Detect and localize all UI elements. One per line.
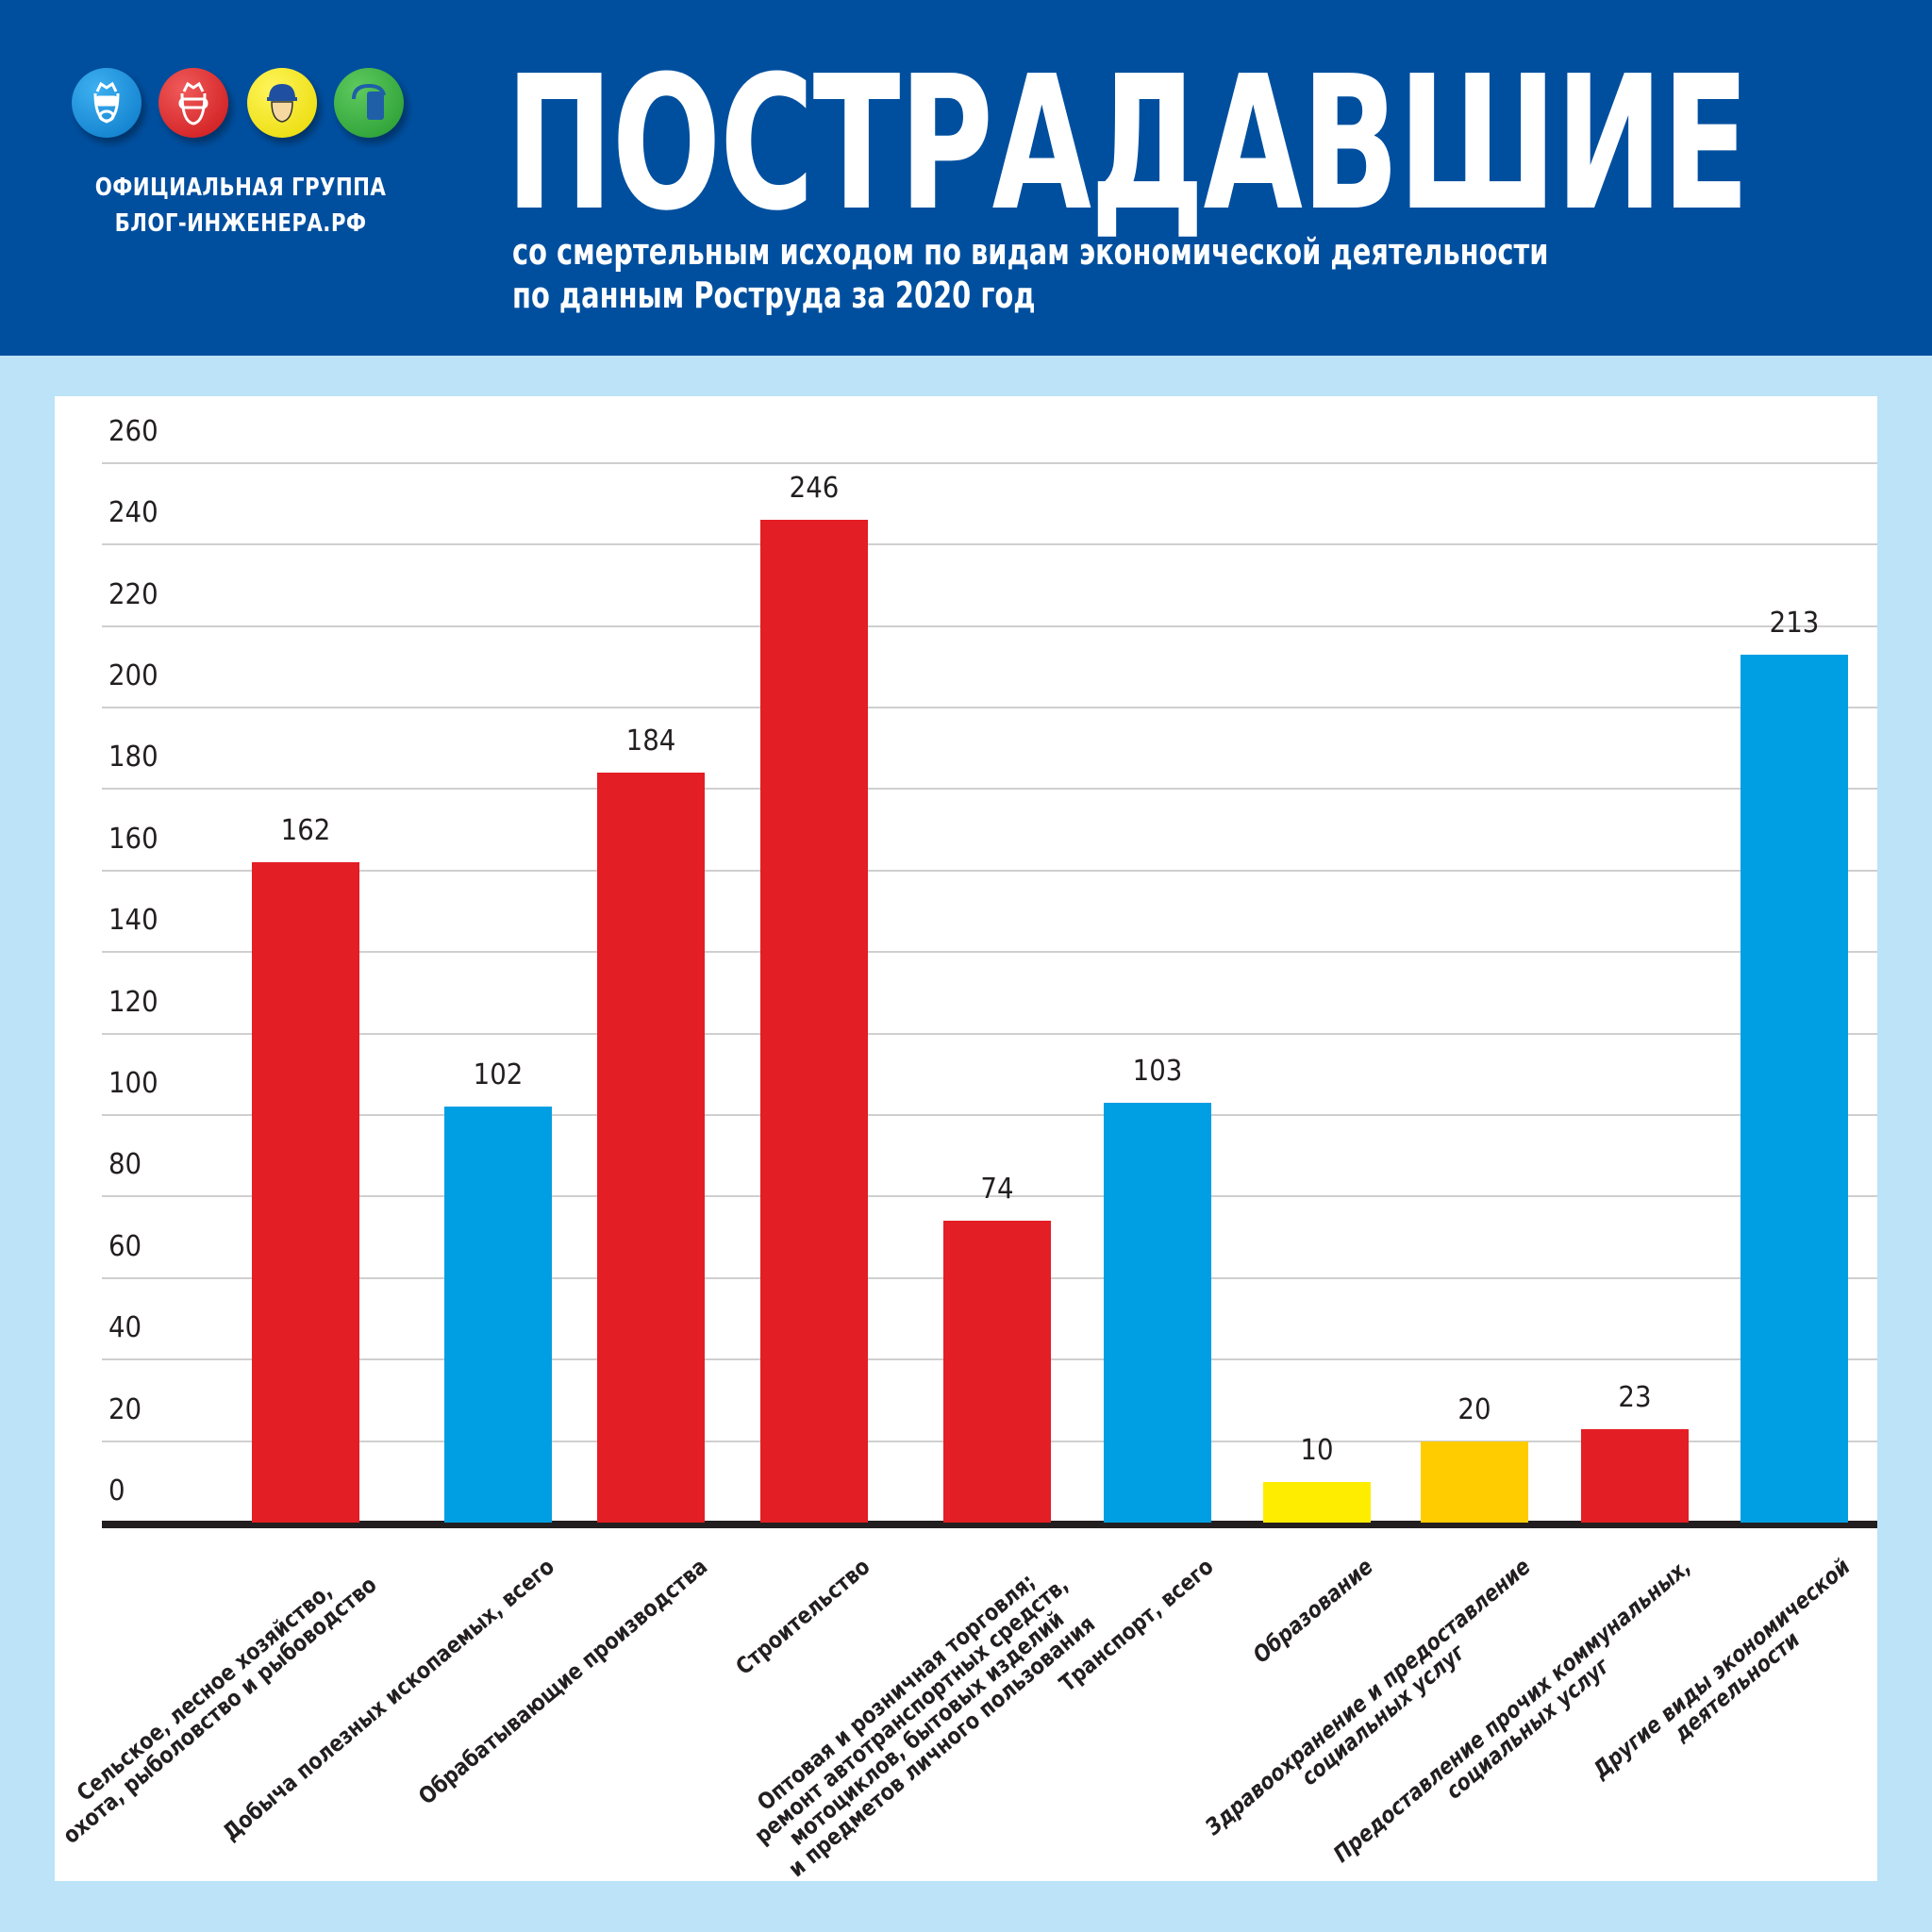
y-tick-label: 240 (108, 496, 158, 530)
org-caption: ОФИЦИАЛЬНАЯ ГРУППА БЛОГ-ИНЖЕНЕРА.РФ (90, 170, 391, 242)
safety-icons-group (72, 68, 411, 140)
gridline (102, 543, 1877, 546)
y-tick-label: 220 (108, 577, 158, 611)
y-tick-label: 200 (108, 659, 158, 692)
x-category-label: Оптовая и розничная торговля; ремонт авт… (749, 1568, 1101, 1883)
x-axis-line (102, 1521, 1877, 1528)
bar (1263, 1481, 1371, 1523)
y-tick-label: 180 (108, 741, 158, 774)
y-tick-label: 260 (108, 414, 158, 448)
x-category-label: Образование (1247, 1553, 1378, 1669)
subtitle-line-1: со смертельным исходом по видам экономич… (512, 231, 1549, 273)
gridline (102, 461, 1877, 464)
y-tick-label: 20 (108, 1392, 142, 1426)
org-line-2: БЛОГ-ИНЖЕНЕРА.РФ (114, 209, 367, 238)
x-category-label: Строительство (730, 1553, 875, 1681)
bar (943, 1221, 1051, 1523)
bar (444, 1107, 552, 1523)
bar (597, 773, 705, 1523)
gridline (102, 869, 1877, 872)
y-tick-label: 160 (108, 822, 158, 856)
hard-hat-icon (247, 68, 317, 138)
bar-value-label: 213 (1769, 606, 1820, 640)
page-subtitle: со смертельным исходом по видам экономич… (512, 230, 1549, 317)
gridline (102, 1032, 1877, 1035)
bar-value-label: 246 (789, 472, 840, 506)
x-category-label: Добыча полезных ископаемых, всего (217, 1553, 559, 1846)
bar (1421, 1441, 1528, 1523)
respirator-goggles-icon (72, 68, 142, 138)
gridline (102, 707, 1877, 708)
bar-value-label: 74 (980, 1173, 1014, 1207)
y-tick-label: 100 (108, 1067, 158, 1100)
gridline (102, 625, 1877, 627)
bar (252, 862, 359, 1523)
y-tick-label: 80 (108, 1148, 142, 1182)
y-tick-label: 60 (108, 1229, 142, 1263)
header-banner: ОФИЦИАЛЬНАЯ ГРУППА БЛОГ-ИНЖЕНЕРА.РФ ПОСТ… (0, 0, 1932, 356)
y-tick-label: 120 (108, 985, 158, 1019)
face-shield-icon (334, 68, 404, 138)
org-line-1: ОФИЦИАЛЬНАЯ ГРУППА (94, 174, 387, 202)
bar (1581, 1428, 1689, 1523)
bar (760, 520, 868, 1523)
gridline (102, 1114, 1877, 1116)
subtitle-line-2: по данным Роструда за 2020 год (512, 275, 1036, 316)
bar-value-label: 102 (473, 1058, 524, 1092)
safety-goggles-icon (158, 68, 228, 138)
gridline (102, 951, 1877, 954)
bar-value-label: 103 (1132, 1055, 1183, 1089)
x-category-label: Обрабатывающие производства (413, 1553, 713, 1810)
bar-value-label: 162 (280, 814, 331, 848)
y-tick-label: 40 (108, 1311, 142, 1345)
chart-panel: 0 20 40 60 80 100 120 140 160 180 200 220 240 260 162… (55, 396, 1877, 1882)
y-tick-label: 140 (108, 904, 158, 938)
bar (1104, 1103, 1211, 1523)
bar (1740, 654, 1848, 1523)
page-title: ПОСТРАДАВШИЕ (506, 37, 1750, 252)
bar-value-label: 184 (625, 724, 676, 758)
y-tick-label: 0 (108, 1474, 125, 1507)
x-category-label: Другие виды экономической деятельности (1588, 1553, 1856, 1784)
bar-value-label: 20 (1457, 1392, 1491, 1426)
x-category-label: Сельское, лесное хозяйство, охота, рыбол… (58, 1571, 382, 1850)
gridline (102, 1195, 1877, 1198)
bar-value-label: 23 (1618, 1380, 1652, 1414)
bar-value-label: 10 (1300, 1433, 1334, 1467)
gridline (102, 788, 1877, 791)
